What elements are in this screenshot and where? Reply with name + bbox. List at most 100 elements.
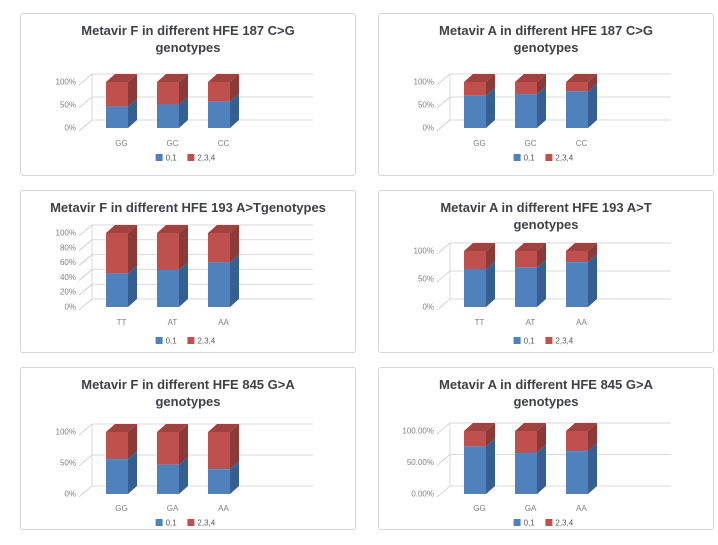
bar-segment-2-3-4 [106,82,128,107]
axis-tick-line [436,96,451,109]
legend-swatch [513,154,521,161]
bar-segment-0-1 [157,464,179,494]
legend-swatch [187,154,195,161]
bar-segment-0-1 [515,453,537,494]
bar-segment-2-3-4 [464,251,486,270]
chart-title: Metavir A in different HFE 187 C>G genot… [383,22,709,56]
bar-side-blue [537,86,546,128]
axis-tick-line [78,283,93,296]
chart-title-line: genotypes [513,217,579,232]
y-axis-label: 100.00% [402,427,434,436]
category-label: GG [115,139,127,148]
y-axis-label: 40% [60,273,76,282]
bar-side-blue [486,438,495,494]
bar-segment-0-1 [106,459,128,494]
legend-label: 2,3,4 [197,337,215,346]
axis-tick-line [78,423,93,436]
bar-segment-2-3-4 [515,251,537,268]
bar-side-blue [486,87,495,128]
bar-top-red [464,243,495,251]
y-axis-label: 50% [60,101,76,110]
bar-segment-2-3-4 [515,82,537,95]
bar-side-blue [128,265,137,307]
bar-side-red [537,74,546,95]
legend-label: 0,1 [166,337,178,346]
category-label: AA [218,504,229,513]
category-label: GA [525,504,537,513]
bar-side-red [230,74,239,102]
category-label: AA [576,504,587,513]
bar-top-red [157,424,188,432]
bar-side-red [179,225,188,270]
chart-plot: 0% 50% 100% GG GA AA 0,1 2,3,4 [56,423,313,528]
bar-top-red [515,423,546,431]
bar-segment-0-1 [464,269,486,307]
axis-tick-line [78,73,93,86]
bar-segment-2-3-4 [157,233,179,270]
bar-segment-2-3-4 [566,82,588,92]
axis-tick-line [78,224,93,237]
y-axis-label: 100% [56,428,76,437]
bar-side-red [588,423,597,452]
y-axis-label: 50% [418,275,434,284]
bar-top-red [157,225,188,233]
axis-tick-line [78,298,93,311]
bar-segment-0-1 [208,101,230,128]
bar-top-red [106,225,137,233]
bar-side-blue [128,98,137,128]
bar-top-red [464,423,495,431]
bar-side-blue [588,83,597,128]
y-axis-label: 0.00% [411,490,434,499]
bar-side-blue [230,461,239,494]
chart-title-line: Metavir F in different HFE 193 A>Tgenoty… [50,200,326,215]
chart-title: Metavir A in different HFE 193 A>T genot… [383,199,709,233]
y-axis-label: 100% [56,229,76,238]
legend-swatch [187,337,195,344]
chart-title-line: genotypes [513,40,579,55]
bar-segment-2-3-4 [208,432,230,470]
axis-tick-line [436,119,451,132]
y-axis-label: 0% [64,303,76,312]
bar-side-red [128,74,137,107]
bar-side-blue [486,261,495,307]
bar-side-blue [537,259,546,307]
y-axis-label: 100% [414,247,434,256]
y-axis-label: 50% [418,101,434,110]
chart-title: Metavir A in different HFE 845 G>A genot… [383,376,709,410]
bar-segment-2-3-4 [106,233,128,274]
bar-top-red [208,225,239,233]
bar-segment-0-1 [208,469,230,494]
bar-side-red [230,225,239,263]
category-label: TT [475,318,485,327]
y-axis-label: 0% [422,303,434,312]
legend-label: 0,1 [524,519,536,528]
category-label: AT [526,318,536,327]
bar-side-blue [588,443,597,494]
bar-top-red [106,74,137,82]
bar-segment-2-3-4 [515,431,537,454]
chart-panel-metavir-a-hfe193: Metavir A in different HFE 193 A>T genot… [378,190,714,353]
legend-swatch [187,519,195,526]
category-label: CC [218,139,230,148]
bar-top-red [566,243,597,251]
bar-top-red [208,74,239,82]
bar-segment-2-3-4 [157,432,179,465]
bar-side-red [128,225,137,274]
bar-top-red [208,424,239,432]
bar-segment-2-3-4 [106,432,128,460]
y-axis-label: 100% [56,78,76,87]
axis-tick-line [436,270,451,283]
bar-top-red [566,74,597,82]
chart-title-line: Metavir A in different HFE 193 A>T [440,200,652,215]
bar-segment-0-1 [566,91,588,128]
y-axis-label: 80% [60,243,76,252]
bar-segment-2-3-4 [566,251,588,263]
bar-side-red [588,243,597,263]
bar-segment-0-1 [157,270,179,307]
bar-side-blue [128,451,137,494]
bar-side-red [486,243,495,270]
bar-side-red [588,74,597,92]
axis-tick-line [78,119,93,132]
legend-label: 0,1 [524,337,536,346]
chart-plot: 0% 20% 40% 60% 80% 100% TT AT AA 0,1 2,3,4 [56,224,313,346]
